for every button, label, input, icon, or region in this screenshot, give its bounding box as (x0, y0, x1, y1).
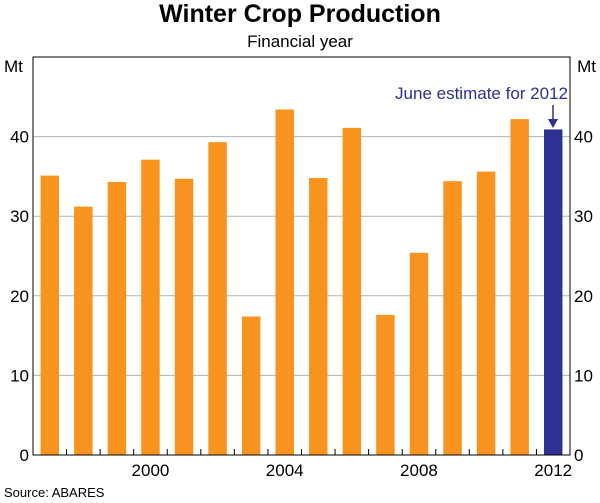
y-tick-label-right: 0 (574, 446, 583, 465)
y-tick-label-left: 30 (10, 207, 29, 226)
bar-2009 (443, 181, 462, 455)
bar-1997 (40, 175, 60, 455)
x-tick-label: 2012 (534, 461, 572, 480)
chart-title: Winter Crop Production (159, 0, 441, 28)
chart-subtitle: Financial year (247, 32, 353, 51)
y-tick-label-right: 20 (574, 287, 593, 306)
bar-2011 (510, 119, 529, 455)
bar-2004 (275, 109, 294, 455)
bar-2008 (409, 252, 429, 455)
source-note: Source: ABARES (4, 485, 105, 500)
y-tick-label-left: 0 (20, 446, 29, 465)
bar-2010 (476, 171, 496, 455)
x-tick-label: 2008 (400, 461, 438, 480)
y-tick-label-right: 40 (574, 128, 593, 147)
bars (40, 109, 563, 456)
bar-2001 (174, 178, 194, 456)
y-ticks: 0 0 10 10 20 20 30 30 40 40 (10, 128, 593, 465)
y-tick-label-right: 10 (574, 366, 593, 385)
y-tick-label-left: 40 (10, 128, 29, 147)
bar-1998 (74, 206, 93, 455)
bar-2003 (241, 316, 261, 455)
estimate-annotation: June estimate for 2012 (395, 84, 568, 103)
bar-2007 (376, 314, 395, 455)
x-tick-label: 2000 (132, 461, 170, 480)
y-tick-label-left: 20 (10, 287, 29, 306)
x-tick-label: 2004 (266, 461, 304, 480)
bar-2005 (309, 177, 328, 456)
y-axis-unit-left: Mt (4, 57, 23, 76)
y-tick-label-left: 10 (10, 366, 29, 385)
bar-estimate-2012 (543, 129, 563, 455)
y-tick-label-right: 30 (574, 207, 593, 226)
bar-2002 (208, 142, 227, 456)
bar-2006 (342, 127, 362, 455)
x-ticks: 2000 2004 2008 2012 (66, 449, 572, 480)
annotation-arrow (548, 105, 558, 128)
bar-2000 (141, 159, 160, 455)
bar-1999 (107, 181, 127, 455)
y-axis-unit-right: Mt (577, 57, 596, 76)
